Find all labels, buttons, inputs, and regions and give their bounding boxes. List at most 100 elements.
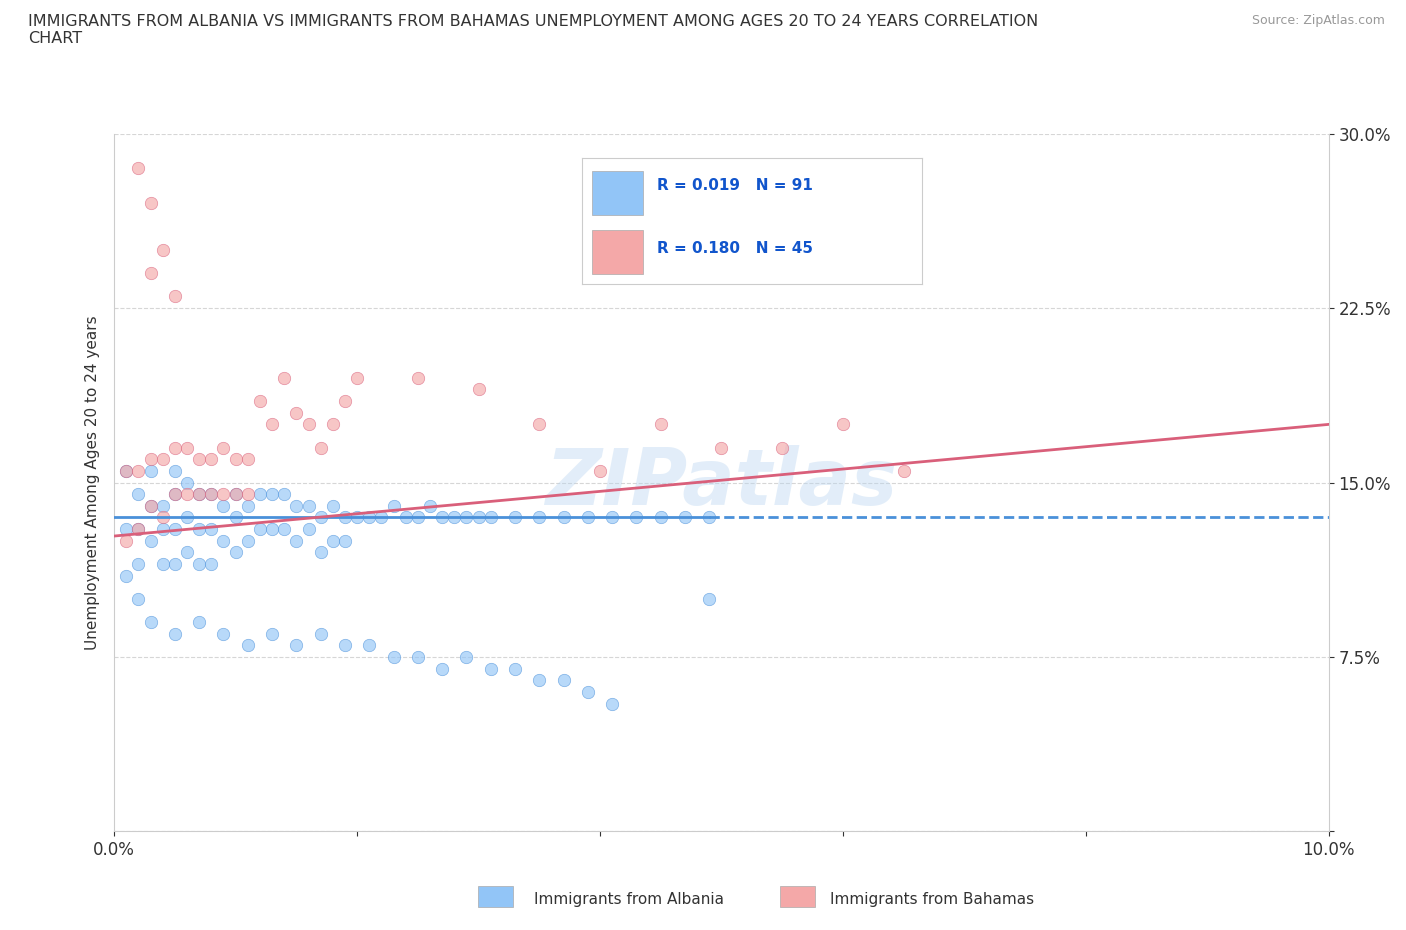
Point xyxy=(115,463,138,478)
Point xyxy=(406,370,429,385)
Point xyxy=(115,533,138,548)
Point xyxy=(600,696,623,711)
Point xyxy=(115,568,138,583)
Text: Immigrants from Bahamas: Immigrants from Bahamas xyxy=(830,892,1033,907)
Point xyxy=(262,522,284,537)
Point xyxy=(406,510,429,525)
Point xyxy=(333,510,356,525)
Point xyxy=(309,510,332,525)
Point xyxy=(576,510,599,525)
Point xyxy=(127,161,149,176)
Point xyxy=(309,545,332,560)
Point xyxy=(212,440,235,455)
Point xyxy=(576,684,599,699)
Point xyxy=(262,486,284,501)
Point xyxy=(346,370,368,385)
Point xyxy=(236,452,259,467)
Text: ZIPatlas: ZIPatlas xyxy=(546,445,897,521)
Point xyxy=(770,440,793,455)
Point xyxy=(163,440,186,455)
Point xyxy=(176,486,198,501)
Point xyxy=(225,545,247,560)
Point xyxy=(626,510,648,525)
Point xyxy=(212,533,235,548)
Point xyxy=(139,533,162,548)
Point xyxy=(359,510,381,525)
Point xyxy=(297,417,319,432)
Point xyxy=(529,510,551,525)
Point xyxy=(600,510,623,525)
Point xyxy=(430,661,453,676)
Point xyxy=(710,440,733,455)
Point xyxy=(297,522,319,537)
Point xyxy=(127,463,149,478)
Text: IMMIGRANTS FROM ALBANIA VS IMMIGRANTS FROM BAHAMAS UNEMPLOYMENT AMONG AGES 20 TO: IMMIGRANTS FROM ALBANIA VS IMMIGRANTS FR… xyxy=(28,14,1039,46)
Point xyxy=(370,510,392,525)
Point xyxy=(139,498,162,513)
Point xyxy=(163,463,186,478)
Point xyxy=(697,510,720,525)
Y-axis label: Unemployment Among Ages 20 to 24 years: Unemployment Among Ages 20 to 24 years xyxy=(86,315,100,650)
Point xyxy=(285,533,308,548)
Point xyxy=(139,196,162,211)
Point xyxy=(249,486,271,501)
Point xyxy=(333,533,356,548)
Point xyxy=(236,486,259,501)
Point xyxy=(200,522,222,537)
Point xyxy=(200,556,222,571)
Point xyxy=(225,452,247,467)
Point xyxy=(359,638,381,653)
Point xyxy=(163,556,186,571)
Point xyxy=(115,463,138,478)
Point xyxy=(285,638,308,653)
Point xyxy=(152,452,174,467)
Point xyxy=(176,440,198,455)
Point xyxy=(893,463,915,478)
Point xyxy=(163,486,186,501)
Point xyxy=(176,475,198,490)
Point xyxy=(127,486,149,501)
Point xyxy=(139,498,162,513)
Point xyxy=(139,266,162,281)
Point xyxy=(163,289,186,304)
Point xyxy=(382,649,405,664)
Point xyxy=(139,452,162,467)
Point xyxy=(285,498,308,513)
Point xyxy=(443,510,465,525)
Point xyxy=(188,486,211,501)
Point xyxy=(115,522,138,537)
Point xyxy=(262,417,284,432)
Point xyxy=(673,510,696,525)
Point xyxy=(406,649,429,664)
Point xyxy=(200,486,222,501)
Point xyxy=(322,498,344,513)
Point xyxy=(152,522,174,537)
Point xyxy=(176,545,198,560)
Point xyxy=(127,522,149,537)
Point xyxy=(346,510,368,525)
Text: Immigrants from Albania: Immigrants from Albania xyxy=(534,892,724,907)
Point xyxy=(249,393,271,408)
Point xyxy=(419,498,441,513)
Point xyxy=(333,638,356,653)
Point xyxy=(430,510,453,525)
Point xyxy=(236,498,259,513)
Point xyxy=(479,661,502,676)
Point xyxy=(322,417,344,432)
Point xyxy=(529,672,551,687)
Text: Source: ZipAtlas.com: Source: ZipAtlas.com xyxy=(1251,14,1385,27)
Point xyxy=(650,417,672,432)
Point xyxy=(188,615,211,630)
Point xyxy=(152,498,174,513)
Point xyxy=(188,452,211,467)
Point xyxy=(139,615,162,630)
Point xyxy=(163,486,186,501)
Point xyxy=(152,556,174,571)
Point xyxy=(831,417,853,432)
Point xyxy=(297,498,319,513)
Point xyxy=(212,626,235,641)
Point xyxy=(212,498,235,513)
Point xyxy=(212,486,235,501)
Point xyxy=(553,510,575,525)
Point xyxy=(236,638,259,653)
